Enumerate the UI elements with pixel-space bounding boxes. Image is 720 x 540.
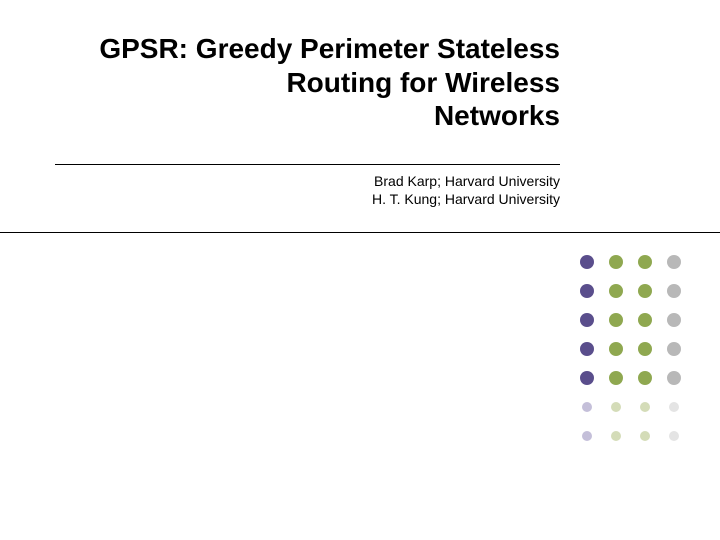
decoration-dot	[669, 431, 679, 441]
decoration-dot	[580, 342, 594, 356]
decoration-dot	[580, 313, 594, 327]
decoration-dot-grid	[0, 0, 720, 540]
decoration-dot	[638, 342, 652, 356]
decoration-dot	[667, 313, 681, 327]
decoration-dot	[609, 284, 623, 298]
decoration-dot	[640, 431, 650, 441]
decoration-dot	[609, 371, 623, 385]
decoration-dot	[609, 342, 623, 356]
decoration-dot	[640, 402, 650, 412]
decoration-dot	[580, 371, 594, 385]
decoration-dot	[611, 402, 621, 412]
slide: GPSR: Greedy Perimeter Stateless Routing…	[0, 0, 720, 540]
decoration-dot	[667, 371, 681, 385]
decoration-dot	[667, 284, 681, 298]
decoration-dot	[609, 255, 623, 269]
decoration-dot	[609, 313, 623, 327]
decoration-dot	[667, 255, 681, 269]
decoration-dot	[669, 402, 679, 412]
decoration-dot	[638, 313, 652, 327]
decoration-dot	[582, 431, 592, 441]
decoration-dot	[638, 371, 652, 385]
decoration-dot	[638, 255, 652, 269]
decoration-dot	[580, 255, 594, 269]
decoration-dot	[611, 431, 621, 441]
decoration-dot	[580, 284, 594, 298]
decoration-dot	[582, 402, 592, 412]
decoration-dot	[667, 342, 681, 356]
decoration-dot	[638, 284, 652, 298]
